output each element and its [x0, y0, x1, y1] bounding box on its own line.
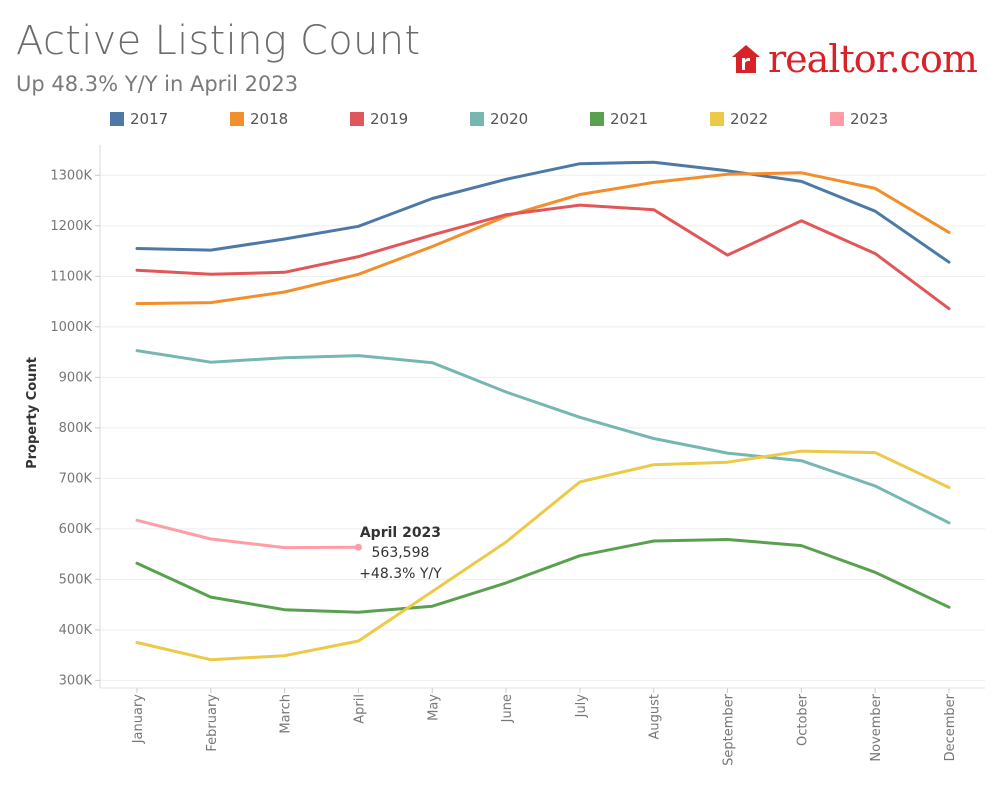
y-tick-label: 400K — [59, 623, 93, 638]
y-tick-label: 700K — [59, 471, 93, 486]
x-tick-label: March — [279, 694, 294, 734]
legend-label: 2017 — [130, 110, 168, 128]
x-tick-label: January — [131, 694, 146, 745]
series-line-2022 — [135, 449, 951, 662]
x-tick-label: August — [648, 694, 663, 740]
x-tick-label: October — [795, 693, 810, 746]
x-tick-label: December — [943, 693, 958, 761]
legend-swatch — [590, 112, 604, 126]
legend-swatch — [470, 112, 484, 126]
series-line-2019 — [135, 203, 951, 311]
y-tick-label: 1100K — [50, 269, 92, 284]
annotation-title: April 2023 — [360, 525, 441, 541]
legend-swatch — [110, 112, 124, 126]
legend-label: 2019 — [370, 110, 408, 128]
y-tick-label: 600K — [59, 522, 93, 537]
realtor-logo: realtor.com — [730, 37, 978, 81]
series-line-2018 — [135, 171, 951, 306]
x-tick-label: July — [574, 694, 589, 719]
series-line-2023 — [135, 518, 360, 550]
y-tick-label: 900K — [59, 370, 93, 385]
legend-label: 2022 — [730, 110, 768, 128]
y-tick-label: 1300K — [50, 168, 92, 183]
x-tick-label: February — [205, 694, 220, 752]
legend-label: 2021 — [610, 110, 648, 128]
y-tick-label: 800K — [59, 421, 93, 436]
x-tick-label: April — [352, 694, 367, 724]
chart-title: Active Listing Count — [16, 18, 421, 64]
y-tick-label: 1200K — [50, 219, 92, 234]
annotation-value: 563,598 — [372, 545, 430, 561]
series-line-2021 — [135, 538, 951, 614]
series-line-2020 — [135, 349, 951, 525]
x-tick-label: November — [869, 693, 884, 761]
x-tick-label: June — [500, 694, 515, 723]
legend-label: 2023 — [850, 110, 888, 128]
x-tick-label: May — [426, 694, 441, 721]
y-axis-title: Property Count — [25, 357, 40, 469]
legend-swatch — [230, 112, 244, 126]
annotation-point — [354, 543, 362, 551]
house-r-icon — [732, 45, 760, 73]
annotation-change: +48.3% Y/Y — [359, 566, 442, 582]
legend-swatch — [710, 112, 724, 126]
y-tick-label: 300K — [59, 673, 93, 688]
series-line-2017 — [135, 160, 951, 264]
y-tick-label: 1000K — [50, 320, 92, 335]
legend-swatch — [830, 112, 844, 126]
y-tick-label: 500K — [59, 572, 93, 587]
legend-label: 2018 — [250, 110, 288, 128]
x-tick-label: September — [722, 693, 737, 766]
chart-subtitle: Up 48.3% Y/Y in April 2023 — [16, 72, 299, 96]
legend-swatch — [350, 112, 364, 126]
brand-name: realtor.com — [768, 37, 978, 81]
legend-label: 2020 — [490, 110, 528, 128]
